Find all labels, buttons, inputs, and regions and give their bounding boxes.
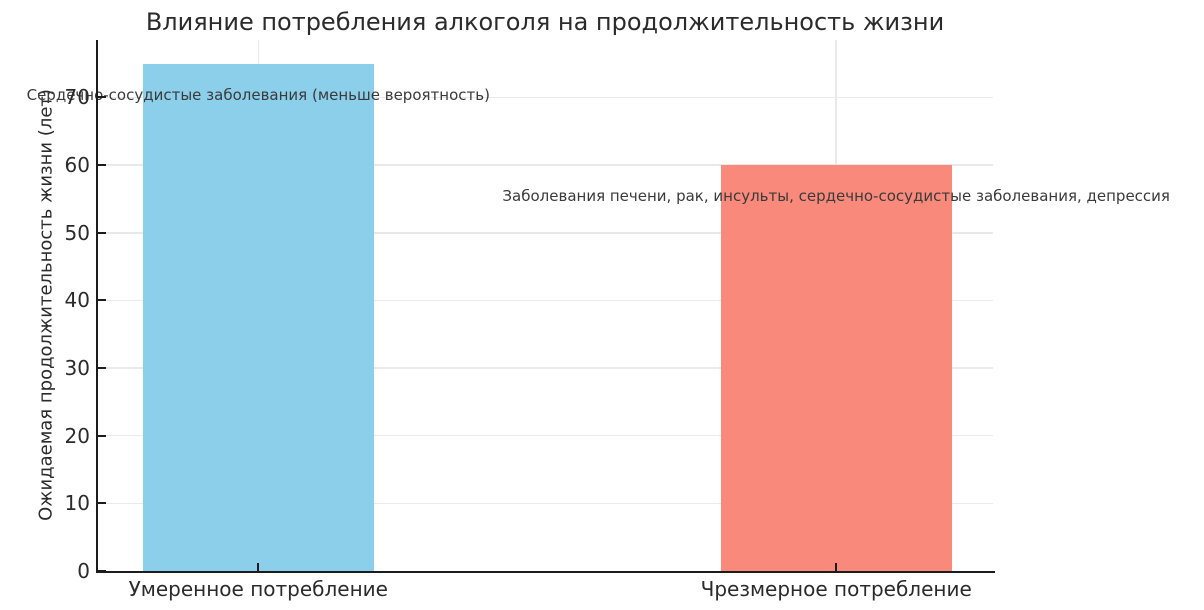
bar-moderate-consumption — [142, 63, 374, 571]
y-tick-label: 0 — [77, 559, 90, 583]
y-tick-mark — [98, 164, 106, 167]
x-tick-mark — [257, 563, 260, 571]
y-tick-label: 10 — [64, 491, 90, 516]
y-tick-label: 60 — [64, 153, 90, 178]
x-axis-spine — [96, 571, 995, 573]
h-gridline — [97, 434, 993, 437]
y-tick-label: 70 — [64, 85, 90, 110]
x-tick-label: Умеренное потребление — [128, 577, 388, 601]
h-gridline — [97, 164, 993, 166]
x-tick-mark — [835, 563, 838, 571]
y-tick-mark — [98, 502, 106, 505]
h-gridline — [97, 96, 993, 99]
y-tick-mark — [98, 299, 106, 302]
annotation-1: Заболевания печени, рак, инсульты, серде… — [502, 187, 1170, 206]
h-gridline — [97, 502, 993, 505]
y-tick-label: 30 — [64, 356, 90, 381]
annotation-0: Сердечно-сосудистые заболевания (меньше … — [26, 85, 490, 104]
y-tick-mark — [98, 367, 106, 370]
y-axis-spine — [96, 40, 98, 573]
y-tick-mark — [98, 231, 106, 234]
chart-title: Влияние потребления алкоголя на продолжи… — [145, 8, 945, 36]
y-tick-mark — [98, 96, 106, 99]
bar-excessive-consumption — [720, 165, 952, 571]
plot-area: Сердечно-сосудистые заболевания (меньше … — [27, 40, 1170, 571]
h-gridline — [97, 367, 993, 369]
h-gridline — [97, 299, 993, 302]
y-tick-label: 50 — [64, 220, 90, 245]
y-tick-mark — [98, 570, 106, 572]
h-gridline — [97, 232, 993, 234]
y-tick-label: 40 — [64, 288, 90, 313]
y-tick-label: 20 — [64, 423, 90, 448]
y-tick-mark — [98, 434, 106, 437]
x-tick-label: Чрезмерное потребление — [700, 577, 972, 601]
